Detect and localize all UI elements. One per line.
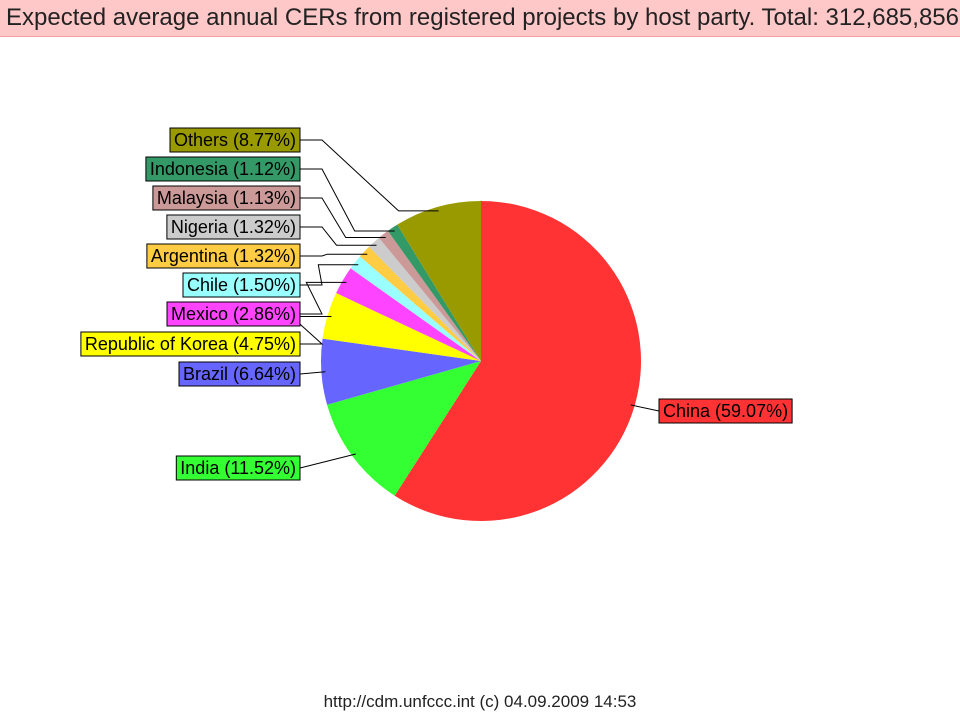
svg-text:Mexico (2.86%): Mexico (2.86%) (171, 304, 296, 324)
pie-label-china: China (59.07%) (658, 398, 793, 424)
leader-line-malaysia (300, 197, 386, 238)
pie-label-mexico: Mexico (2.86%) (166, 301, 301, 327)
pie-label-india: India (11.52%) (175, 455, 301, 481)
leader-line-nigeria (300, 226, 377, 246)
leader-line-indonesia (300, 168, 395, 232)
leader-line-republic-of-korea (290, 316, 332, 345)
svg-text:Brazil (6.64%): Brazil (6.64%) (183, 364, 296, 384)
leader-line-argentina (300, 253, 368, 257)
pie-slice-nigeria (369, 237, 481, 361)
leader-line-india (299, 453, 356, 469)
svg-text:Nigeria (1.32%): Nigeria (1.32%) (171, 217, 296, 237)
svg-text:Republic of Korea (4.75%): Republic of Korea (4.75%) (85, 334, 296, 354)
svg-text:Chile (1.50%): Chile (1.50%) (187, 275, 296, 295)
pie-slice-republic-of-korea (322, 293, 481, 361)
footer-credit: http://cdm.unfccc.int (c) 04.09.2009 14:… (323, 692, 637, 711)
pie-slice-argentina (359, 246, 481, 361)
pie-label-nigeria: Nigeria (1.32%) (166, 214, 301, 240)
leader-line-mexico (300, 281, 347, 315)
pie-label-brazil: Brazil (6.64%) (178, 361, 301, 387)
pie-slice-india (327, 361, 481, 496)
pie-slice-indonesia (387, 224, 481, 361)
leader-line-brazil (299, 371, 326, 375)
svg-text:Indonesia (1.12%): Indonesia (1.12%) (150, 159, 296, 179)
chart-title: Expected average annual CERs from regist… (6, 4, 959, 31)
chart-title-bar: Expected average annual CERs from regist… (0, 0, 960, 37)
pie-label-argentina: Argentina (1.32%) (146, 243, 301, 269)
pie-label-republic-of-korea: Republic of Korea (4.75%) (80, 331, 301, 357)
pie-label-chile: Chile (1.50%) (182, 272, 301, 298)
pie-slice-malaysia (378, 230, 481, 361)
leader-line-others (300, 139, 439, 212)
svg-text:India (11.52%): India (11.52%) (180, 458, 296, 478)
pie-label-malaysia: Malaysia (1.13%) (152, 185, 301, 211)
pie-slice-mexico (336, 268, 481, 361)
leader-line-china (630, 404, 660, 412)
svg-text:Malaysia (1.13%): Malaysia (1.13%) (157, 188, 296, 208)
pie-label-others: Others (8.77%) (169, 127, 301, 153)
pie-slice-others (397, 201, 481, 361)
pie-slice-china (394, 201, 642, 521)
svg-text:China (59.07%): China (59.07%) (663, 401, 788, 421)
pie-label-indonesia: Indonesia (1.12%) (145, 156, 301, 182)
pie-slice-brazil (320, 338, 481, 405)
svg-text:Others (8.77%): Others (8.77%) (174, 130, 296, 150)
leader-line-chile (300, 264, 359, 286)
pie-slice-chile (350, 256, 481, 361)
svg-text:Argentina (1.32%): Argentina (1.32%) (151, 246, 296, 266)
